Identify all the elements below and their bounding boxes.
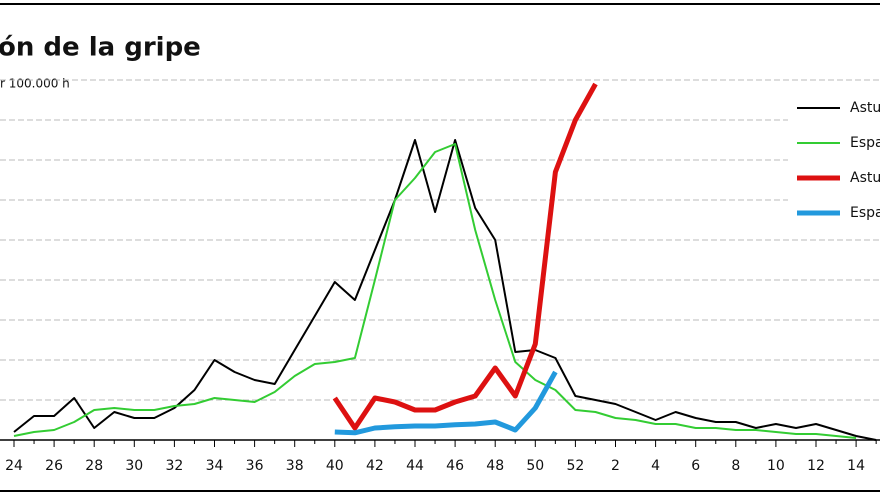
legend-label: Astu [850,170,880,186]
x-tick-label: 2 [611,458,620,474]
series-line [334,370,558,436]
series-line [13,139,877,441]
series-line [13,143,857,439]
legend: Astu Espa Astu Espa [788,90,880,230]
legend-box [788,90,880,230]
legend-label: Espa [850,135,880,151]
legend-label: Astu [850,100,880,116]
x-tick-label: 8 [731,458,740,474]
x-tick-label: 28 [85,458,103,474]
x-tick-label: 6 [691,458,700,474]
series-line [332,82,598,431]
x-tick-label: 52 [566,458,584,474]
x-tick-label: 34 [206,458,224,474]
x-tick-label: 14 [847,458,865,474]
x-tick-label: 10 [767,458,785,474]
x-tick-label: 44 [406,458,424,474]
x-tick-label: 48 [486,458,504,474]
x-tick-label: 26 [45,458,63,474]
x-tick-label: 36 [246,458,264,474]
legend-label: Espa [850,205,880,221]
x-tick-label: 50 [526,458,544,474]
x-tick-label: 40 [326,458,344,474]
x-tick-label: 38 [286,458,304,474]
chart-title: ón de la gripe [0,33,201,63]
x-tick-label: 12 [807,458,825,474]
x-tick-label: 4 [651,458,660,474]
x-tick-label: 46 [446,458,464,474]
x-tick-label: 30 [125,458,143,474]
x-tick-label: 42 [366,458,384,474]
chart-subtitle: r 100.000 h [0,77,70,91]
x-tick-label: 32 [165,458,183,474]
x-tick-label: 24 [5,458,23,474]
